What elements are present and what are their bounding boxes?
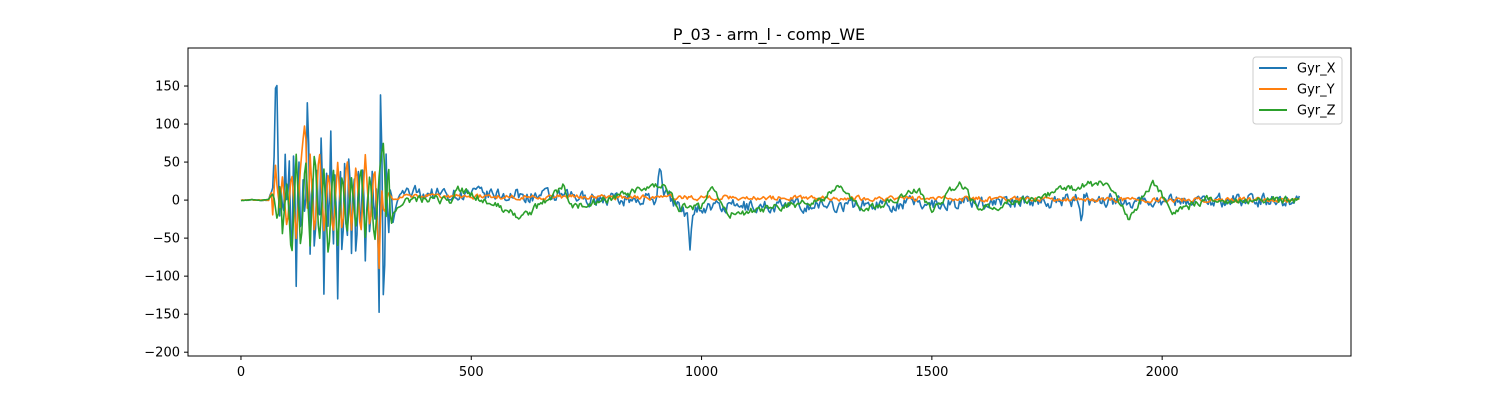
legend-label: Gyr_Z <box>1297 104 1336 119</box>
legend-label: Gyr_X <box>1297 62 1336 77</box>
y-tick-label: 0 <box>172 194 180 209</box>
legend-frame <box>1252 56 1343 125</box>
y-tick-label: −100 <box>144 270 180 285</box>
axes-frame <box>187 47 1352 357</box>
chart-title: P_03 - arm_l - comp_WE <box>673 25 865 45</box>
y-tick-label: −50 <box>153 232 180 247</box>
legend-label: Gyr_Y <box>1297 83 1335 98</box>
y-tick-label: 50 <box>163 156 180 171</box>
x-tick-label: 0 <box>237 365 245 380</box>
x-tick-label: 1000 <box>685 365 718 380</box>
series-line-gyr-y <box>240 125 1300 270</box>
x-tick-label: 500 <box>459 365 484 380</box>
x-tick-label: 1500 <box>915 365 948 380</box>
y-tick-label: 150 <box>155 80 180 95</box>
x-tick-label: 2000 <box>1146 365 1179 380</box>
series-lines <box>240 84 1301 314</box>
legend: Gyr_X Gyr_Y Gyr_Z <box>1252 56 1343 125</box>
series-line-gyr-z <box>241 142 1300 253</box>
y-tick-label: 100 <box>155 118 180 133</box>
plot-area: 0 500 1000 1500 2000 −200 −150 −100 −50 0 50 100 150 <box>144 47 1352 380</box>
series-line-gyr-x <box>240 84 1301 314</box>
y-tick-label: −200 <box>144 346 180 361</box>
y-tick-label: −150 <box>144 308 180 323</box>
